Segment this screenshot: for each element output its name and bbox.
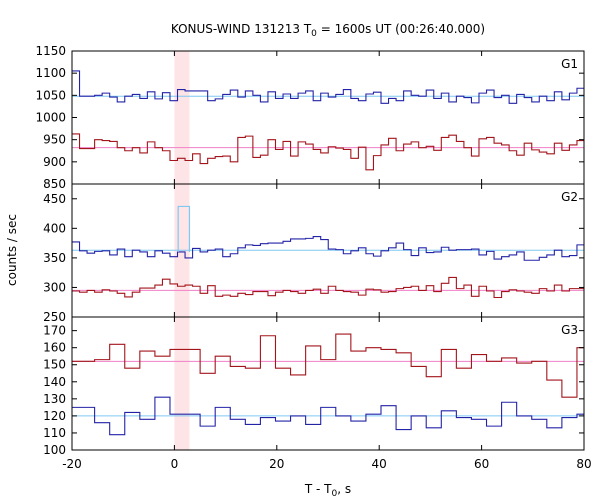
y-tick-label: 1000 — [35, 111, 66, 125]
x-axis-label: T - T0, s — [304, 482, 351, 499]
x-tick-label: -20 — [62, 457, 82, 471]
y-tick-label: 1100 — [35, 66, 66, 80]
chart-title: KONUS-WIND 131213 T0 = 1600s UT (00:26:4… — [171, 22, 485, 39]
x-tick-label: 0 — [171, 457, 179, 471]
series-high-channel — [72, 70, 584, 104]
y-tick-label: 100 — [43, 443, 66, 457]
y-tick-label: 400 — [43, 221, 66, 235]
y-tick-label: 300 — [43, 280, 66, 294]
panel-label: G3 — [561, 323, 578, 337]
plot-area — [72, 205, 584, 299]
series-low-channel — [72, 276, 584, 299]
y-axis-label: counts / sec — [5, 214, 19, 286]
y-tick-label: 120 — [43, 409, 66, 423]
series-high-channel — [72, 236, 584, 261]
x-tick-label: 60 — [474, 457, 489, 471]
series-low-channel — [72, 133, 584, 171]
y-tick-label: 900 — [43, 155, 66, 169]
x-tick-label: 40 — [372, 457, 387, 471]
plot-area — [72, 70, 584, 171]
series-high-channel — [72, 396, 584, 436]
y-tick-label: 160 — [43, 341, 66, 355]
y-tick-label: 170 — [43, 324, 66, 338]
y-tick-label: 1150 — [35, 44, 66, 58]
panel-frame — [71, 316, 585, 451]
y-tick-label: 140 — [43, 375, 66, 389]
y-tick-label: 130 — [43, 392, 66, 406]
y-tick-label: 110 — [43, 426, 66, 440]
plot-area — [72, 333, 584, 436]
y-tick-label: 250 — [43, 310, 66, 324]
panel-label: G1 — [561, 57, 578, 71]
flare-bin — [177, 205, 191, 252]
panel-g1: 850 900 950 1000 1050 1100 1150 G1 — [35, 44, 585, 191]
y-tick-label: 950 — [43, 133, 66, 147]
panel-g3: 100 110 120 130 140 150 160 170 G3 — [43, 316, 585, 457]
y-tick-label: 850 — [43, 177, 66, 191]
series-low-channel — [72, 333, 584, 398]
y-tick-label: 450 — [43, 192, 66, 206]
panel-g2: 250 300 350 400 450 G2 — [43, 183, 585, 324]
panel-label: G2 — [561, 190, 578, 204]
y-tick-label: 350 — [43, 251, 66, 265]
y-tick-label: 150 — [43, 358, 66, 372]
x-tick-label: 20 — [269, 457, 284, 471]
x-tick-label: 80 — [576, 457, 591, 471]
y-tick-label: 1050 — [35, 88, 66, 102]
panels-group: 8509009501000105011001150G12503003504004… — [35, 44, 591, 471]
panel-frame — [71, 50, 585, 185]
